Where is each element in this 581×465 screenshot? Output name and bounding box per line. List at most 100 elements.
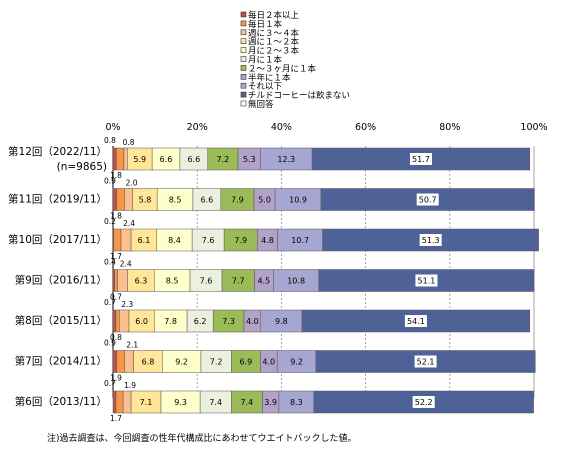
bar-segment-3	[117, 269, 128, 292]
data-label-10: 51.1	[418, 277, 436, 286]
data-label-6: 6.2	[194, 317, 207, 326]
data-label-bg	[409, 153, 432, 165]
data-label-6: 7.6	[200, 277, 213, 286]
legend-label-3: 週に３～４本	[248, 28, 300, 39]
data-label-5: 6.6	[160, 155, 173, 164]
data-label-8: 4.5	[258, 277, 271, 286]
data-label-6: 7.2	[210, 358, 223, 367]
data-label-5: 9.2	[175, 358, 188, 367]
category-label: 第11回（2019/11）	[8, 193, 107, 206]
bar-segment-1	[112, 147, 117, 171]
data-label-9: 12.3	[277, 155, 295, 164]
data-label-1: 0.9	[104, 339, 116, 348]
data-label-9: 9.8	[275, 317, 288, 326]
data-label-9: 8.3	[290, 398, 303, 407]
category-label: 第12回（2022/11）	[8, 145, 107, 158]
category-label: 第6回（2013/11）	[15, 395, 107, 408]
data-label-7: 7.4	[241, 398, 254, 407]
data-label-4: 6.3	[135, 277, 148, 286]
data-label-6: 6.6	[201, 196, 214, 205]
bar-segment-3	[120, 228, 132, 252]
data-label-7: 6.9	[239, 358, 252, 367]
data-label-10: 54.1	[407, 317, 425, 326]
footnote: 注)過去調査は、今回調査の性年代構成比にあわせてウエイトバックした値。	[47, 432, 357, 444]
data-label-1: 0.8	[104, 136, 116, 145]
data-label-1: 0.2	[104, 217, 116, 226]
data-label-2: 1.8	[110, 212, 122, 221]
data-label-10: 50.7	[419, 196, 437, 205]
data-label-9: 9.2	[290, 358, 303, 367]
bar-segment-2	[114, 269, 118, 292]
bar-segment-3	[124, 350, 134, 373]
bar-segment-2	[116, 188, 125, 211]
bar-segment-1	[112, 350, 118, 373]
data-label-4: 6.1	[138, 236, 151, 245]
data-label-bg	[415, 274, 438, 287]
bar-segment-3	[124, 188, 134, 211]
data-label-9: 10.8	[287, 277, 305, 286]
data-label-7: 7.3	[222, 317, 235, 326]
bar-segment-2	[116, 147, 125, 171]
data-label-2: 1.7	[110, 252, 122, 261]
data-label-8: 5.0	[258, 196, 271, 205]
category-label: 第7回（2014/11）	[15, 355, 107, 368]
data-label-4: 5.8	[139, 196, 152, 205]
data-label-6: 7.4	[209, 398, 222, 407]
legend-label-9: それ以下	[248, 82, 283, 92]
legend-swatch-2	[240, 20, 247, 27]
data-label-8: 4.8	[261, 236, 274, 245]
data-label-7: 7.9	[231, 196, 244, 205]
legend-label-8: 半年に１本	[248, 72, 291, 83]
data-label-3: 0.8	[123, 138, 135, 147]
legend-swatch-8	[240, 74, 247, 80]
data-label-1: 0.4	[104, 258, 116, 267]
legend-swatch-10	[240, 91, 247, 98]
bar-segment-2	[115, 390, 124, 414]
data-label-bg	[414, 355, 437, 368]
legend-swatch-7	[240, 65, 247, 71]
category-label: 第9回（2016/11）	[15, 274, 107, 287]
bar-segment-3	[123, 147, 128, 171]
legend-label-1: 毎日２本以上	[248, 10, 300, 21]
data-label-6: 7.6	[202, 236, 215, 245]
data-label-8: 3.9	[264, 398, 277, 407]
data-label-3: 1.9	[124, 381, 136, 390]
x-tick-label: 20%	[187, 122, 208, 133]
data-label-2: 0.7	[110, 293, 122, 302]
data-label-4: 7.1	[140, 398, 153, 407]
legend-swatch-5	[240, 47, 247, 53]
data-label-5: 8.4	[168, 236, 181, 245]
data-label-2: 1.8	[110, 171, 122, 180]
data-label-2: 1.9	[110, 374, 122, 383]
bar-segment-2	[115, 309, 120, 333]
data-label-1: 0.9	[104, 177, 116, 186]
data-label-1: 0.7	[104, 298, 116, 307]
bar-segment-3	[122, 390, 132, 414]
bar-segment-3	[119, 309, 130, 333]
data-label-5: 9.3	[174, 398, 187, 407]
data-label-10: 52.1	[417, 358, 435, 367]
bar-segment-1	[112, 390, 117, 414]
legend-swatch-6	[240, 56, 247, 62]
category-label: (n=9865)	[57, 161, 107, 173]
data-label-10: 51.7	[412, 155, 430, 164]
x-tick-label: 0%	[105, 122, 120, 133]
data-label-bg	[404, 315, 427, 327]
data-label-3: 2.4	[120, 260, 132, 269]
legend-swatch-3	[240, 29, 247, 36]
legend-label-10: チルドコーヒーは飲まない	[248, 90, 350, 101]
data-label-9: 10.7	[291, 236, 309, 245]
bar-segment-1	[112, 269, 115, 292]
x-tick-label: 100%	[520, 122, 547, 133]
data-label-bg	[419, 234, 442, 246]
legend-label-7: ２～３ヶ月に１本	[248, 63, 317, 74]
data-label-8: 4.0	[246, 317, 259, 326]
bar-segment-1	[112, 309, 117, 333]
legend-label-6: 月に１本	[248, 55, 283, 66]
bar-segment-2	[113, 228, 122, 252]
data-label-2: 1.7	[110, 414, 122, 423]
data-label-3: 2.1	[126, 341, 138, 350]
data-label-4: 6.0	[135, 317, 148, 326]
